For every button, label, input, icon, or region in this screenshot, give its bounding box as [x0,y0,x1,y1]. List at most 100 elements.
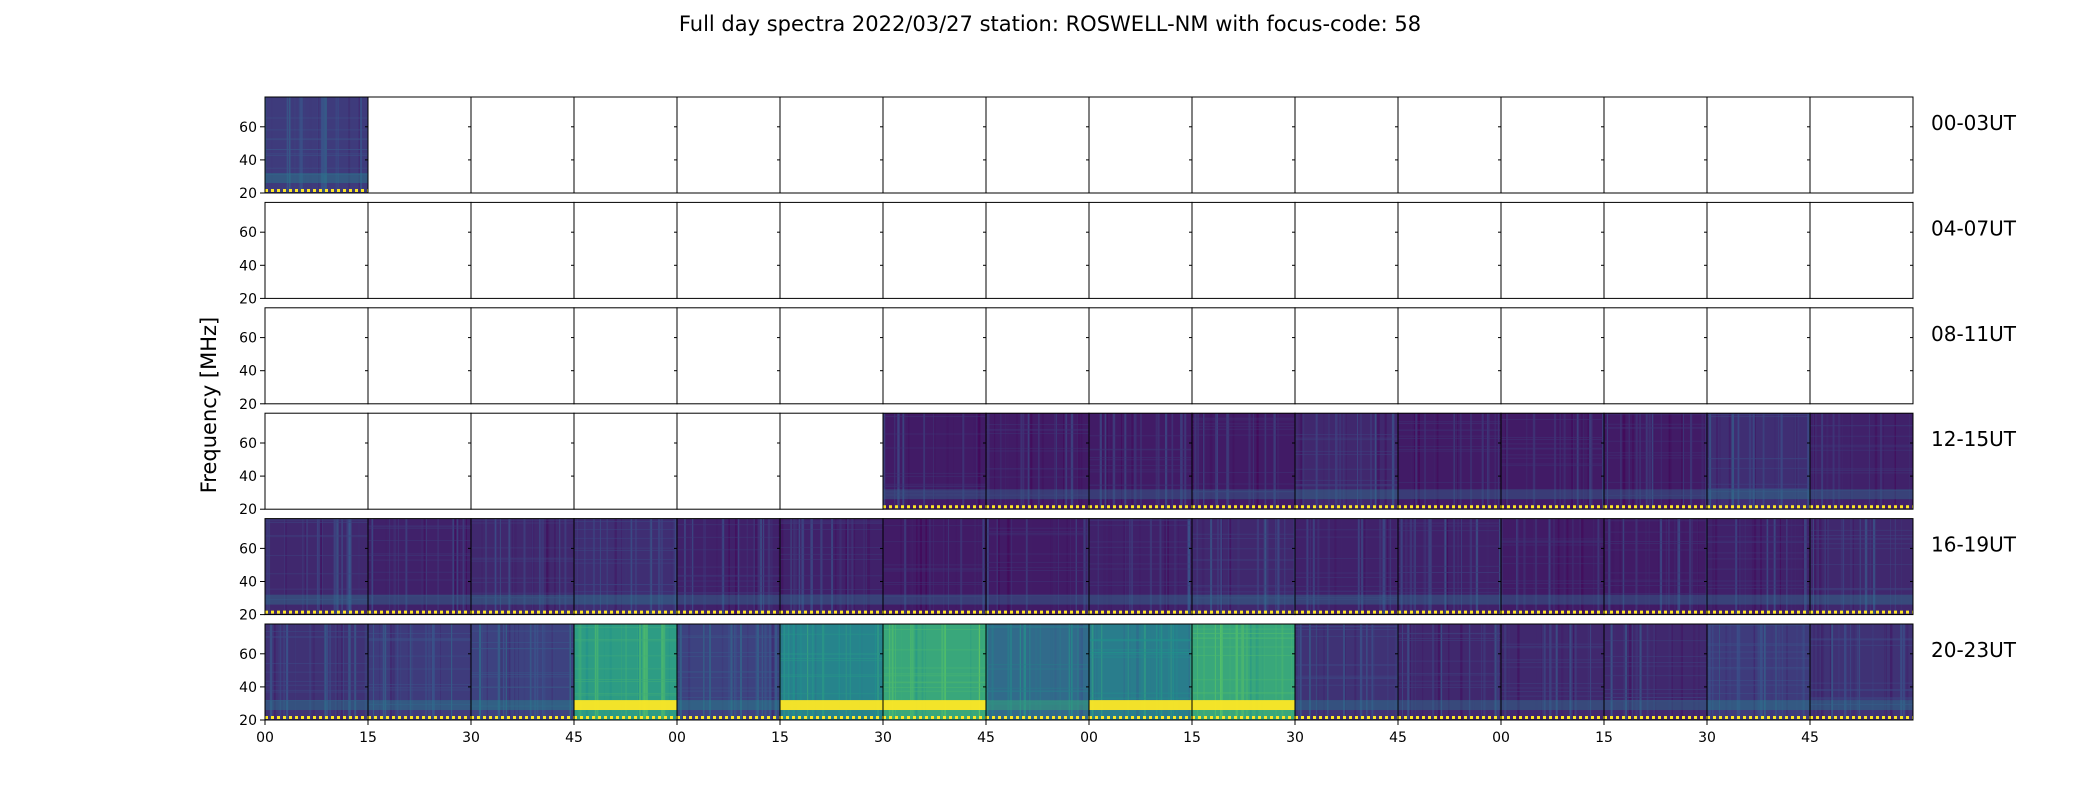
spectrum-panel [1295,518,1398,615]
panel-frame [1088,96,1193,194]
spectrum-panel [1398,518,1502,615]
y-tick-label: 40 [239,574,257,590]
spectrum-panel [780,624,884,720]
spectrum-panel [1501,413,1604,510]
panel-frame [676,96,781,194]
spectrum-panel [677,518,780,615]
y-tick-label: 20 [239,502,257,518]
row-label: 08-11UT [1931,322,2017,346]
panel-frame [573,307,678,405]
spectrum-panel [1089,624,1193,720]
panel-frame [264,412,369,510]
x-tick-label: 00 [1080,730,1098,746]
spectrum-panel [471,518,574,615]
spectrum-panel [574,518,677,615]
spectrum-panel [1604,413,1709,510]
spectrum-panel [986,413,1091,510]
x-tick-label: 00 [1492,730,1510,746]
panel-frame [882,307,987,405]
spectrum-panel [1810,518,1913,615]
panel-frame [264,307,369,405]
spectrum-panel [1089,518,1192,615]
panel-frame [1191,307,1296,405]
y-tick-label: 40 [239,469,257,485]
panel-frame [1191,201,1296,299]
spectrum-panel [1501,518,1604,615]
panel-frame [1294,307,1399,405]
panel-frame [985,307,1090,405]
y-tick-label: 20 [239,713,257,729]
y-tick-label: 40 [239,258,257,274]
panel-frame [573,412,678,510]
panel-frame [1500,307,1605,405]
panel-frame [264,201,369,299]
panel-frame [1191,96,1296,194]
spectrum-panel [1295,413,1398,510]
panel-frame [573,201,678,299]
panel-frame [676,201,781,299]
y-tick-label: 60 [239,436,257,452]
panel-frame [779,307,884,405]
x-tick-label: 15 [771,730,789,746]
panel-frame [985,201,1090,299]
y-tick-label: 20 [239,291,257,307]
panel-frame [1809,412,1914,510]
panel-frame [1706,96,1811,194]
spectrum-panel [883,518,987,615]
panel-frame [573,96,678,194]
x-tick-label: 45 [977,730,995,746]
panel-frame [1294,96,1399,194]
panel-frame [882,201,987,299]
y-tick-label: 20 [239,186,257,202]
spectrum-panel [1192,624,1297,720]
panel-frame [1088,201,1193,299]
x-tick-label: 15 [359,730,377,746]
spectrum-panel [368,624,472,720]
y-tick-label: 60 [239,120,257,136]
panel-frame [1088,307,1193,405]
panel-frame [470,201,575,299]
x-tick-label: 30 [874,730,892,746]
panel-frame [1397,96,1502,194]
panel-frame [367,307,472,405]
spectrum-panel [1707,413,1810,510]
spectrum-panel [368,518,471,615]
x-tick-label: 30 [1286,730,1304,746]
panel-frame [1397,307,1502,405]
panel-frame [1500,201,1605,299]
panel-frame [1809,201,1914,299]
spectrum-panel [677,624,781,720]
panel-frame [1603,307,1708,405]
spectrum-panel [265,97,368,193]
spectrum-panel [883,413,988,510]
panel-frame [779,96,884,194]
x-tick-label: 15 [1183,730,1201,746]
row-label: 04-07UT [1931,216,2017,240]
panel-frame [1397,201,1502,299]
panel-frame [470,307,575,405]
x-tick-label: 45 [1389,730,1407,746]
panel-frame [1603,201,1708,299]
y-tick-label: 60 [239,647,257,663]
row-label: 12-15UT [1931,427,2017,451]
y-tick-label: 40 [239,153,257,169]
spectrum-panel [574,624,677,720]
panel-frame [1500,96,1605,194]
spectrum-panel [1707,624,1810,720]
spectrum-panel [1398,413,1501,510]
row-label: 20-23UT [1931,638,2017,662]
spectrum-panel [1810,624,1913,720]
row-label: 16-19UT [1931,533,2017,557]
spectrum-panel [986,624,1089,720]
figure-title: Full day spectra 2022/03/27 station: ROS… [678,12,1422,36]
spectrum-panel [1295,624,1399,720]
panel-frame [882,96,987,194]
y-tick-label: 60 [239,331,257,347]
panel-frame [779,412,884,510]
spectrum-panel [1192,518,1296,615]
spectrum-panel [1604,624,1707,720]
spectrum-panel [883,624,986,720]
spectrum-panel [265,518,368,615]
x-tick-label: 15 [1595,730,1613,746]
